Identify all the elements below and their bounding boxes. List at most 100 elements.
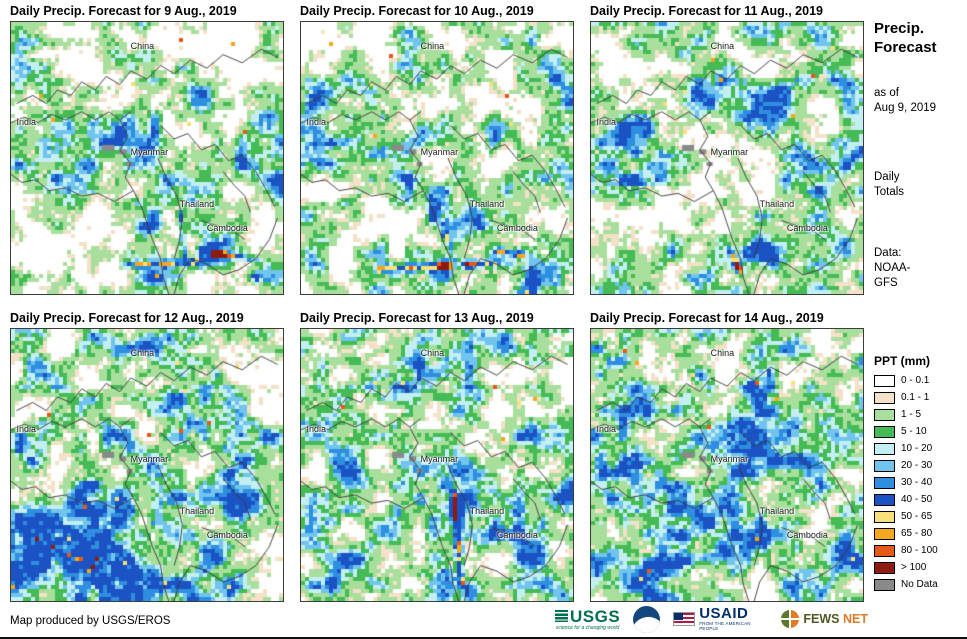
legend-list: 0 - 0.1 0.1 - 1 1 - 5 5 - 10 10 - 20 20 - 30 3… (874, 372, 938, 593)
legend-item: 5 - 10 (874, 423, 938, 440)
fewsnet-globe-icon (781, 610, 800, 628)
legend-label: 40 - 50 (901, 494, 933, 505)
fewsnet-logo: FEWS NET (781, 610, 868, 628)
forecast-panel-aug10: Daily Precip. Forecast for 10 Aug., 2019… (300, 4, 574, 295)
legend-label: 0.1 - 1 (901, 392, 930, 403)
legend-label: 10 - 20 (901, 443, 933, 454)
usgs-tagline: science for a changing world (555, 624, 620, 631)
legend-label: 1 - 5 (901, 409, 922, 420)
map-label-myanmar: Myanmar (130, 147, 169, 158)
legend-title: PPT (mm) (874, 354, 931, 368)
usaid-logo: USAID FROM THE AMERICAN PEOPLE (673, 606, 768, 631)
legend-swatch (874, 425, 895, 438)
legend-swatch (874, 459, 895, 472)
logo-strip: USGS science for a changing world USAID … (555, 603, 868, 635)
map-label-cambodia: Cambodia (496, 530, 538, 541)
map-frame: China India Myanmar Thailand Cambodia (300, 21, 574, 295)
legend-item: 0.1 - 1 (874, 389, 938, 406)
map-label-myanmar: Myanmar (420, 147, 459, 158)
precip-map-canvas (11, 329, 283, 601)
panel-title: Daily Precip. Forecast for 14 Aug., 2019 (590, 311, 824, 325)
map-frame: China India Myanmar Thailand Cambodia (590, 328, 864, 602)
map-label-china: China (130, 348, 155, 359)
map-frame: China India Myanmar Thailand Cambodia (590, 21, 864, 295)
map-label-thailand: Thailand (179, 505, 215, 516)
map-label-thailand: Thailand (759, 198, 795, 209)
sidebar-title-line1: Precip. (874, 20, 925, 37)
map-label-cambodia: Cambodia (786, 530, 828, 541)
map-label-thailand: Thailand (469, 198, 505, 209)
legend-label: No Data (901, 579, 938, 590)
legend-item: > 100 (874, 559, 938, 576)
legend-label: 20 - 30 (901, 460, 933, 471)
map-label-cambodia: Cambodia (786, 223, 828, 234)
map-label-china: China (130, 41, 155, 52)
legend-swatch (874, 408, 895, 421)
precip-map-canvas (301, 22, 573, 294)
precip-map-canvas (301, 329, 573, 601)
info-sidebar: Precip. Forecast as of Aug 9, 2019 Daily… (874, 0, 966, 637)
forecast-panel-aug12: Daily Precip. Forecast for 12 Aug., 2019… (10, 311, 284, 602)
legend-label: 80 - 100 (901, 545, 938, 556)
sidebar-title: Precip. Forecast (874, 20, 937, 58)
forecast-panel-aug9: Daily Precip. Forecast for 9 Aug., 2019 … (10, 4, 284, 295)
legend-label: 30 - 40 (901, 477, 933, 488)
panel-title: Daily Precip. Forecast for 9 Aug., 2019 (10, 4, 237, 18)
legend-item: 80 - 100 (874, 542, 938, 559)
legend-swatch (874, 374, 895, 387)
legend-item: 65 - 80 (874, 525, 938, 542)
legend-item: No Data (874, 576, 938, 593)
legend-item: 0 - 0.1 (874, 372, 938, 389)
map-label-myanmar: Myanmar (710, 454, 749, 465)
legend-item: 30 - 40 (874, 474, 938, 491)
noaa-logo-icon (633, 605, 661, 633)
legend-label: 50 - 65 (901, 511, 933, 522)
forecast-panel-aug11: Daily Precip. Forecast for 11 Aug., 2019… (590, 4, 864, 295)
legend-swatch (874, 442, 895, 455)
map-label-cambodia: Cambodia (496, 223, 538, 234)
legend-label: 0 - 0.1 (901, 375, 930, 386)
map-label-india: India (596, 117, 616, 128)
usgs-wordmark: USGS (570, 606, 621, 626)
map-credit: Map produced by USGS/EROS (10, 615, 171, 627)
precip-map-canvas (591, 22, 863, 294)
noaa-swoosh-icon (633, 613, 661, 633)
map-label-myanmar: Myanmar (130, 454, 169, 465)
panel-title: Daily Precip. Forecast for 11 Aug., 2019 (590, 4, 823, 18)
as-of-date: as of Aug 9, 2019 (874, 87, 937, 114)
legend-swatch (874, 544, 895, 557)
legend-swatch (874, 561, 895, 574)
map-label-thailand: Thailand (759, 505, 795, 516)
legend-label: > 100 (901, 562, 927, 573)
legend-label: 5 - 10 (901, 426, 927, 437)
legend-item: 40 - 50 (874, 491, 938, 508)
forecast-panel-aug13: Daily Precip. Forecast for 13 Aug., 2019… (300, 311, 574, 602)
legend-item: 1 - 5 (874, 406, 938, 423)
usaid-flag-canton (674, 613, 684, 620)
legend-swatch (874, 493, 895, 506)
map-label-thailand: Thailand (469, 505, 505, 516)
usgs-logo: USGS science for a changing world (555, 608, 620, 631)
fews-wordmark: FEWS (803, 612, 840, 626)
usaid-tagline: FROM THE AMERICAN PEOPLE (699, 621, 751, 631)
legend-swatch (874, 510, 895, 523)
map-label-myanmar: Myanmar (710, 147, 749, 158)
legend-swatch (874, 476, 895, 489)
map-label-china: China (710, 41, 735, 52)
usgs-bars-icon (555, 610, 568, 622)
map-label-myanmar: Myanmar (420, 454, 459, 465)
legend-item: 20 - 30 (874, 457, 938, 474)
map-label-thailand: Thailand (179, 198, 215, 209)
map-label-china: China (420, 348, 445, 359)
daily-totals-label: Daily Totals (874, 171, 905, 198)
map-label-india: India (16, 117, 36, 128)
usaid-flag-icon (673, 612, 696, 626)
map-label-india: India (306, 117, 326, 128)
panel-title: Daily Precip. Forecast for 13 Aug., 2019 (300, 311, 534, 325)
map-label-india: India (16, 424, 36, 435)
legend-item: 50 - 65 (874, 508, 938, 525)
legend-swatch (874, 391, 895, 404)
map-label-china: China (420, 41, 445, 52)
map-label-cambodia: Cambodia (206, 530, 248, 541)
